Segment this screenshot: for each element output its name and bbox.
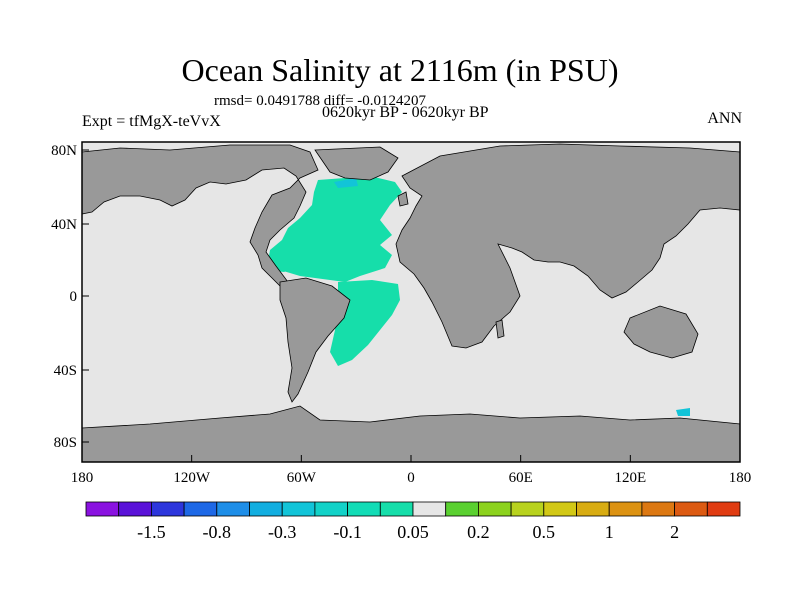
latitude-axis: 80N 40N 0 40S 80S	[51, 143, 89, 451]
longitude-tick-label: 60E	[509, 470, 533, 486]
colorbar-swatch	[477, 501, 512, 517]
australia-land	[623, 305, 699, 359]
longitude-tick-label: 180	[71, 470, 94, 486]
madagascar-land	[495, 319, 505, 339]
latitude-tick-label: 40N	[51, 217, 77, 233]
colorbar-label: -1.5	[137, 522, 166, 542]
period-label: 0620kyr BP - 0620kyr BP	[322, 104, 489, 121]
colorbar-swatch	[347, 501, 381, 517]
south-america-land	[279, 277, 351, 403]
colorbar-label: 0.05	[397, 522, 429, 542]
colorbar-swatch	[118, 501, 152, 517]
colorbar-label: -0.3	[268, 522, 297, 542]
colorbar-label: 1	[605, 522, 614, 542]
stats-line: rmsd= 0.0491788 diff= -0.0124207	[214, 93, 427, 109]
colorbar	[85, 501, 741, 517]
latitude-tick-label: 80N	[51, 143, 77, 159]
colorbar-swatch	[314, 501, 348, 517]
season-label: ANN	[707, 110, 742, 127]
arctic-anomaly	[334, 178, 358, 188]
longitude-tick-label: 120E	[614, 470, 646, 486]
colorbar-swatch	[674, 501, 708, 517]
colorbar-label: -0.1	[333, 522, 362, 542]
colorbar-label: 0.5	[533, 522, 556, 542]
colorbar-swatch	[150, 501, 185, 517]
latitude-tick-label: 40S	[54, 363, 77, 379]
longitude-tick-label: 0	[407, 470, 415, 486]
colorbar-swatch	[379, 501, 414, 517]
map-title: Ocean Salinity at 2116m (in PSU)	[181, 52, 619, 88]
colorbar-swatch	[412, 501, 447, 517]
colorbar-swatch	[216, 501, 250, 517]
latitude-tick-label: 0	[70, 289, 78, 305]
longitude-tick-label: 120W	[173, 470, 211, 486]
colorbar-labels: -1.5 -0.8 -0.3 -0.1 0.05 0.2 0.5 1 2	[137, 522, 679, 542]
greenland-land	[314, 146, 399, 181]
colorbar-swatch	[706, 501, 741, 517]
colorbar-swatch	[85, 501, 120, 517]
colorbar-swatch	[576, 501, 610, 517]
colorbar-label: 0.2	[467, 522, 490, 542]
eurasia-africa-land	[395, 143, 741, 349]
longitude-tick-label: 60W	[287, 470, 317, 486]
colorbar-swatch	[543, 501, 577, 517]
colorbar-swatch	[608, 501, 643, 517]
uk-land	[397, 191, 409, 207]
colorbar-swatch	[445, 501, 479, 517]
colorbar-swatch	[641, 501, 676, 517]
colorbar-label: 2	[670, 522, 679, 542]
experiment-label: Expt = tfMgX-teVvX	[82, 113, 221, 130]
colorbar-swatch	[249, 501, 283, 517]
colorbar-swatch	[510, 501, 545, 517]
colorbar-swatch	[281, 501, 316, 517]
latitude-tick-label: 80S	[54, 435, 77, 451]
colorbar-label: -0.8	[203, 522, 232, 542]
longitude-axis: 180 120W 60W 0 60E 120E 180	[71, 455, 752, 486]
longitude-tick-label: 180	[729, 470, 752, 486]
atlantic-anomaly	[268, 176, 402, 282]
southern-ocean-anomaly	[676, 408, 690, 416]
north-america-land	[81, 144, 319, 301]
colorbar-swatch	[183, 501, 218, 517]
